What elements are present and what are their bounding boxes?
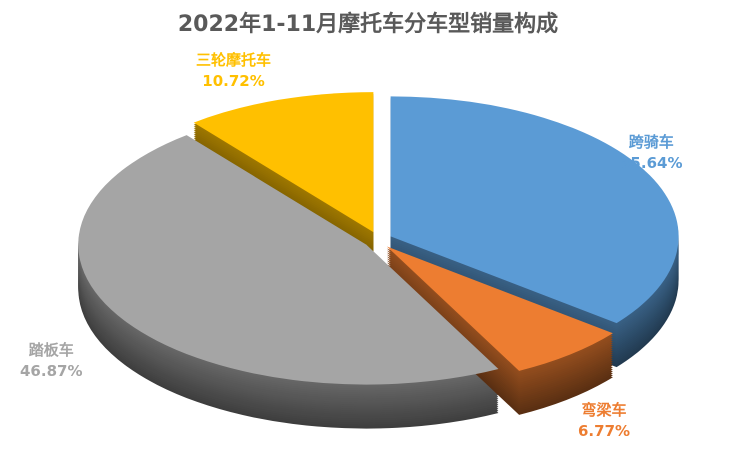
slice-1[interactable] [386, 246, 613, 371]
slice-name: 跨骑车 [628, 133, 674, 151]
slice-3[interactable] [193, 92, 374, 233]
label-kuaqiche: 跨骑车 35.64% [620, 132, 682, 174]
slice-0[interactable] [390, 96, 679, 324]
slice-value: 35.64% [620, 154, 683, 172]
slice-name: 弯梁车 [581, 401, 627, 419]
chart-title: 2022年1-11月摩托车分车型销量构成 [177, 12, 559, 37]
label-sanlun: 三轮摩托车 10.72% [196, 50, 271, 92]
slice-value: 10.72% [202, 72, 265, 90]
label-wanliangche: 弯梁车 6.77% [578, 400, 630, 442]
slice-value: 46.87% [20, 362, 83, 380]
slice-2[interactable] [78, 135, 499, 385]
slice-tops [78, 92, 679, 385]
slice-name: 三轮摩托车 [196, 51, 272, 69]
slice-name: 踏板车 [28, 341, 74, 359]
slice-value: 6.77% [578, 422, 631, 440]
label-tabanche: 踏板车 46.87% [20, 340, 82, 382]
